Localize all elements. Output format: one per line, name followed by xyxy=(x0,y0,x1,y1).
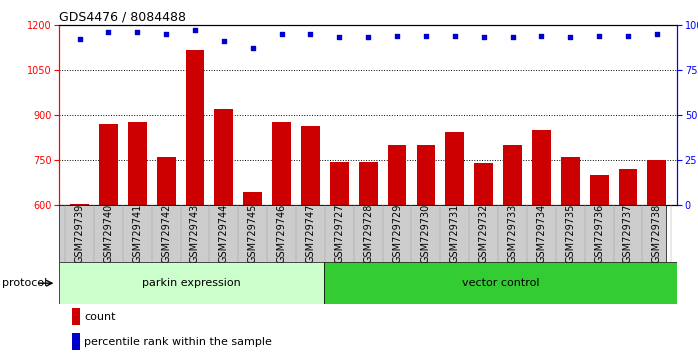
Point xyxy=(247,45,258,51)
Bar xyxy=(324,262,677,304)
Point xyxy=(74,36,85,42)
Bar xyxy=(445,132,464,205)
Text: GSM729732: GSM729732 xyxy=(479,204,489,263)
Bar xyxy=(157,156,175,205)
Point xyxy=(420,33,431,39)
Bar xyxy=(128,122,147,205)
Point xyxy=(478,35,489,40)
Point xyxy=(218,38,230,44)
Bar xyxy=(648,160,666,205)
Bar xyxy=(590,175,609,205)
Text: GSM729727: GSM729727 xyxy=(334,204,344,263)
Point xyxy=(623,33,634,39)
Text: GSM729733: GSM729733 xyxy=(507,204,517,263)
Text: GDS4476 / 8084488: GDS4476 / 8084488 xyxy=(59,11,186,24)
Bar xyxy=(417,145,436,205)
Point xyxy=(651,31,662,37)
Bar xyxy=(618,169,637,205)
Text: GSM729729: GSM729729 xyxy=(392,204,402,263)
Bar xyxy=(301,126,320,205)
Text: GSM729743: GSM729743 xyxy=(190,204,200,263)
Point xyxy=(507,35,518,40)
Bar xyxy=(70,204,89,205)
Text: count: count xyxy=(84,312,116,322)
Point xyxy=(189,27,200,33)
Text: GSM729745: GSM729745 xyxy=(248,204,258,263)
Text: GSM729737: GSM729737 xyxy=(623,204,633,263)
Text: GSM729738: GSM729738 xyxy=(652,204,662,263)
Text: GSM729742: GSM729742 xyxy=(161,204,171,263)
Point xyxy=(334,35,345,40)
Text: GSM729735: GSM729735 xyxy=(565,204,575,263)
Point xyxy=(132,29,143,35)
Text: protocol: protocol xyxy=(2,278,47,288)
Point xyxy=(565,35,576,40)
Text: GSM729731: GSM729731 xyxy=(450,204,460,263)
Bar xyxy=(244,192,262,205)
Point xyxy=(392,33,403,39)
Point xyxy=(305,31,316,37)
Bar xyxy=(72,308,80,325)
Bar xyxy=(59,262,324,304)
Text: GSM729739: GSM729739 xyxy=(75,204,84,263)
Bar xyxy=(532,130,551,205)
Text: GSM729744: GSM729744 xyxy=(219,204,229,263)
Bar xyxy=(72,333,80,350)
Text: GSM729736: GSM729736 xyxy=(594,204,604,263)
Bar xyxy=(99,124,118,205)
Text: GSM729734: GSM729734 xyxy=(536,204,547,263)
Text: GSM729730: GSM729730 xyxy=(421,204,431,263)
Text: parkin expression: parkin expression xyxy=(142,278,241,288)
Point xyxy=(536,33,547,39)
Text: GSM729741: GSM729741 xyxy=(132,204,142,263)
Bar xyxy=(503,145,522,205)
Text: vector control: vector control xyxy=(462,278,540,288)
Bar xyxy=(214,109,233,205)
Point xyxy=(450,33,461,39)
Text: GSM729728: GSM729728 xyxy=(363,204,373,263)
Point xyxy=(593,33,604,39)
Bar xyxy=(561,157,579,205)
Text: GSM729747: GSM729747 xyxy=(306,204,315,263)
Point xyxy=(161,31,172,37)
Text: GSM729746: GSM729746 xyxy=(276,204,287,263)
Bar xyxy=(272,122,291,205)
Bar xyxy=(330,162,349,205)
Text: GSM729740: GSM729740 xyxy=(103,204,113,263)
Point xyxy=(362,35,373,40)
Point xyxy=(103,29,114,35)
Bar xyxy=(474,162,493,205)
Text: percentile rank within the sample: percentile rank within the sample xyxy=(84,337,272,347)
Bar xyxy=(359,162,378,205)
Bar xyxy=(186,50,205,205)
Bar xyxy=(387,145,406,205)
Point xyxy=(276,31,287,37)
